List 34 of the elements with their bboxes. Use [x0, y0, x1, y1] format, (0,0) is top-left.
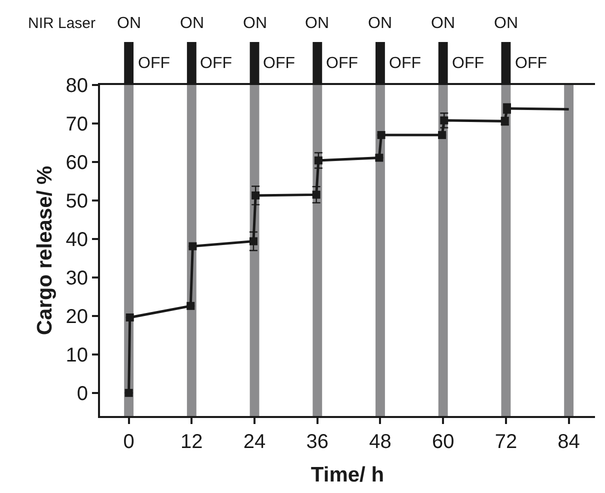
text: OFF — [326, 55, 358, 72]
x-tick-label: 72 — [494, 431, 518, 453]
x-tick-label: 48 — [369, 431, 392, 453]
text: ON — [180, 15, 204, 32]
text: OFF — [452, 55, 484, 72]
x-tick-label: 60 — [432, 431, 454, 453]
y-tick-label: 70 — [66, 113, 88, 136]
x-tick-label: 36 — [306, 431, 329, 453]
y-tick-label: 0 — [76, 382, 88, 405]
x-tick-label: 84 — [558, 431, 580, 453]
x-tick-label: 0 — [123, 431, 134, 453]
text: ON — [243, 15, 267, 32]
text: ON — [494, 15, 518, 32]
text: OFF — [263, 55, 296, 72]
y-tick-label: 40 — [66, 228, 88, 251]
text: OFF — [389, 55, 422, 72]
y-tick-label: 60 — [66, 152, 88, 174]
text: ON — [117, 15, 141, 32]
text: OFF — [138, 55, 170, 72]
text: OFF — [515, 55, 548, 72]
y-tick-label: 30 — [66, 267, 88, 290]
y-tick-label: 10 — [66, 344, 88, 366]
x-tick-label: 24 — [243, 431, 266, 453]
x-tick-label: 12 — [180, 431, 203, 453]
y-tick-label: 50 — [66, 190, 88, 212]
text: OFF — [200, 55, 232, 72]
y-axis-title: Cargo release/ % — [33, 166, 56, 336]
y-tick-label: 80 — [66, 75, 88, 97]
text: NIR Laser — [28, 15, 96, 32]
y-tick-label: 20 — [66, 306, 88, 328]
text: ON — [431, 15, 455, 32]
text: ON — [305, 15, 329, 32]
x-axis-title: Time/ h — [310, 464, 384, 487]
text: ON — [368, 15, 392, 32]
